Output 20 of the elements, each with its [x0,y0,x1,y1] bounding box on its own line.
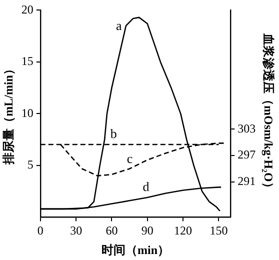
series-label: b [110,126,117,141]
series-label: c [126,151,133,166]
x-tick-label: 60 [106,224,118,238]
x-axis-title: 时间（min） [101,242,170,257]
y-tick-label: 5 [27,158,34,172]
y-tick-label: 15 [21,54,34,68]
y-tick-label: 10 [21,106,34,120]
x-tick-label: 90 [141,224,154,238]
y2-tick-label: 297 [238,148,256,162]
y2-tick-label: 291 [238,174,256,188]
x-tick-label: 30 [70,224,82,238]
y2-tick-label: 303 [238,121,256,136]
x-tick-label: 120 [174,224,192,238]
series-label: a [116,18,122,34]
x-tick-label: 150 [210,224,228,238]
series-label: d [142,179,150,194]
y2-axis-title: 血浆渗透压（mOsm/kg·H₂O） [262,32,276,194]
x-tick-label: 0 [37,224,44,238]
y-axis-title: 排尿量（mL/min） [1,63,16,166]
y-tick-label: 20 [21,2,34,16]
